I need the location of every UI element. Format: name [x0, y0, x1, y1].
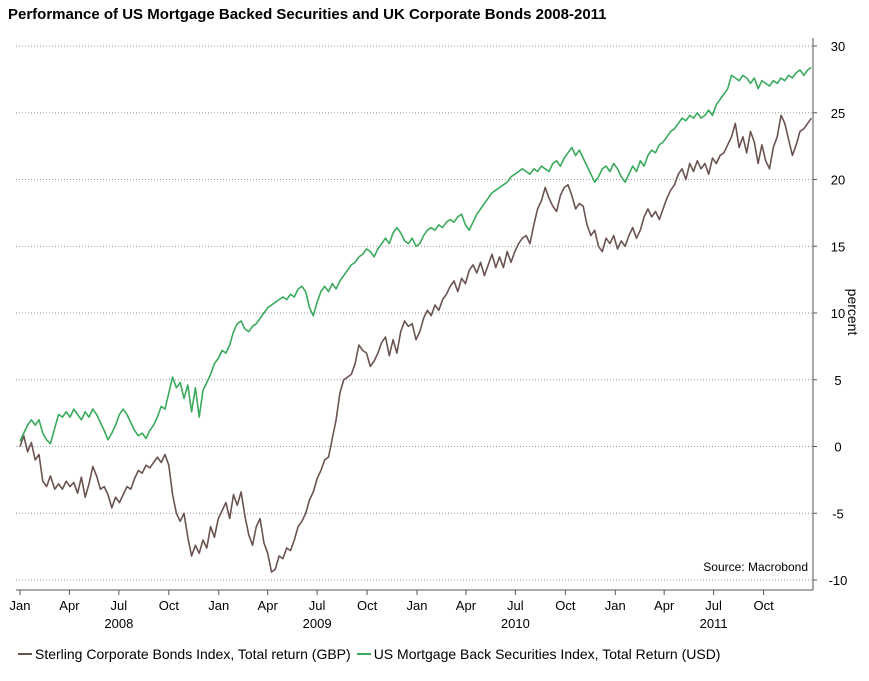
y-tick-label: -5 [832, 506, 844, 521]
x-tick-label: Apr [456, 598, 477, 613]
x-tick-label: Jan [605, 598, 626, 613]
x-tick-label: Jul [309, 598, 326, 613]
y-tick-label: 0 [834, 440, 841, 455]
legend-label: Sterling Corporate Bonds Index, Total re… [35, 646, 351, 662]
series-line-1 [19, 114, 813, 573]
y-tick-label: 15 [831, 239, 845, 254]
x-tick-label: Oct [357, 598, 378, 613]
legend-item: US Mortgage Back Securities Index, Total… [356, 646, 721, 662]
x-tick-label: Jul [705, 598, 722, 613]
y-tick-label: 30 [831, 39, 845, 54]
grid-layer [16, 45, 813, 581]
x-tick-label: Jul [507, 598, 524, 613]
legend-swatch [18, 653, 32, 655]
x-tick-label: Apr [258, 598, 279, 613]
x-tick-label: Apr [59, 598, 80, 613]
legend-item: Sterling Corporate Bonds Index, Total re… [18, 646, 351, 662]
x-tick-label: Oct [555, 598, 576, 613]
x-tick-label: Jan [10, 598, 31, 613]
y-tick-label: 10 [831, 306, 845, 321]
chart-title: Performance of US Mortgage Backed Securi… [8, 6, 607, 23]
x-tick-label: Jan [208, 598, 229, 613]
x-year-label: 2010 [501, 616, 530, 631]
x-tick-label: Apr [654, 598, 675, 613]
y-tick-label: 25 [831, 106, 845, 121]
series-line-2 [19, 66, 812, 445]
series-layer [19, 66, 813, 573]
source-note: Source: Macrobond [703, 560, 808, 574]
x-tick-label: Jul [111, 598, 128, 613]
x-tick-label: Oct [159, 598, 180, 613]
x-year-label: 2008 [104, 616, 133, 631]
y-axis-label: percent [845, 289, 861, 336]
legend: Sterling Corporate Bonds Index, Total re… [18, 646, 726, 662]
axis-layer: 30 25 20 15 10 5 0 -5 -10 Jan Apr Jul Oct Jan Apr Jul Oc… [10, 38, 848, 631]
y-tick-label: -10 [829, 573, 848, 588]
y-tick-label: 20 [831, 173, 845, 188]
y-tick-label: 5 [834, 373, 841, 388]
legend-label: US Mortgage Back Securities Index, Total… [373, 646, 721, 662]
x-tick-label: Jan [407, 598, 428, 613]
x-year-label: 2009 [303, 616, 332, 631]
x-tick-label: Oct [753, 598, 774, 613]
x-year-label: 2011 [700, 616, 728, 631]
legend-swatch [356, 653, 371, 655]
